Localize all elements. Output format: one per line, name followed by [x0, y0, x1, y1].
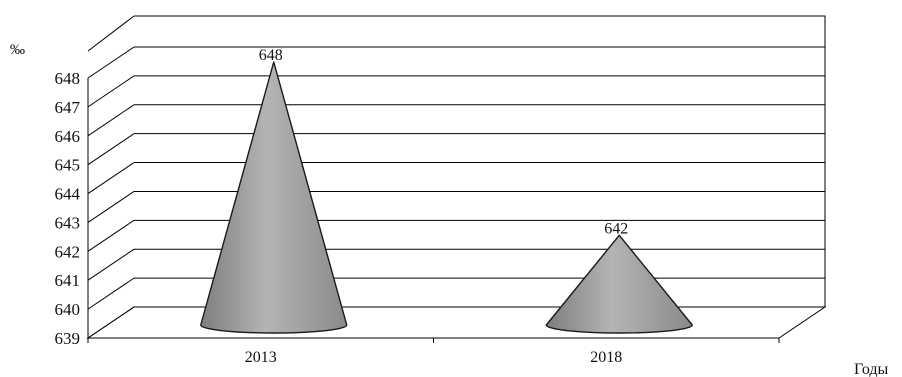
- side-wall-line: [87, 75, 135, 108]
- floor: [86, 306, 827, 339]
- y-axis-label: ‰: [10, 42, 25, 58]
- side-wall-line: [87, 277, 135, 310]
- side-wall-line: [87, 191, 135, 223]
- side-wall-line: [87, 162, 135, 194]
- y-tick-label: 648: [55, 69, 81, 88]
- side-wall-line: [87, 104, 135, 137]
- side-wall-line: [87, 133, 135, 166]
- y-tick-label: 642: [55, 242, 81, 261]
- side-wall-top-edge: [87, 15, 135, 52]
- cone-bars: [200, 61, 693, 334]
- x-tick-label: 2018: [590, 349, 622, 366]
- y-tick-label: 640: [55, 300, 81, 319]
- y-tick-label: 646: [55, 127, 81, 146]
- side-wall-line: [87, 46, 135, 79]
- y-tick-label: 639: [55, 329, 81, 348]
- axes: [87, 78, 780, 343]
- y-tick-label: 644: [55, 185, 81, 204]
- cone-bar: [200, 61, 348, 334]
- back-wall-frame: [134, 15, 826, 307]
- data-label: 642: [604, 220, 628, 237]
- x-axis-label: Годы: [854, 361, 889, 377]
- y-tick-label: 641: [55, 271, 81, 290]
- side-wall-line: [87, 248, 135, 281]
- y-tick-label: 645: [55, 156, 81, 175]
- data-label: 648: [259, 47, 283, 64]
- side-wall-line: [87, 219, 135, 252]
- y-tick-label: 647: [55, 98, 81, 117]
- cone-bar: [545, 234, 693, 334]
- y-tick-label: 643: [55, 213, 81, 232]
- labels: ‰ Годы 639 640 641 642 643 644 645 646 647 648 201…: [10, 42, 889, 377]
- x-tick-label: 2013: [245, 349, 277, 366]
- gridlines: [86, 15, 827, 339]
